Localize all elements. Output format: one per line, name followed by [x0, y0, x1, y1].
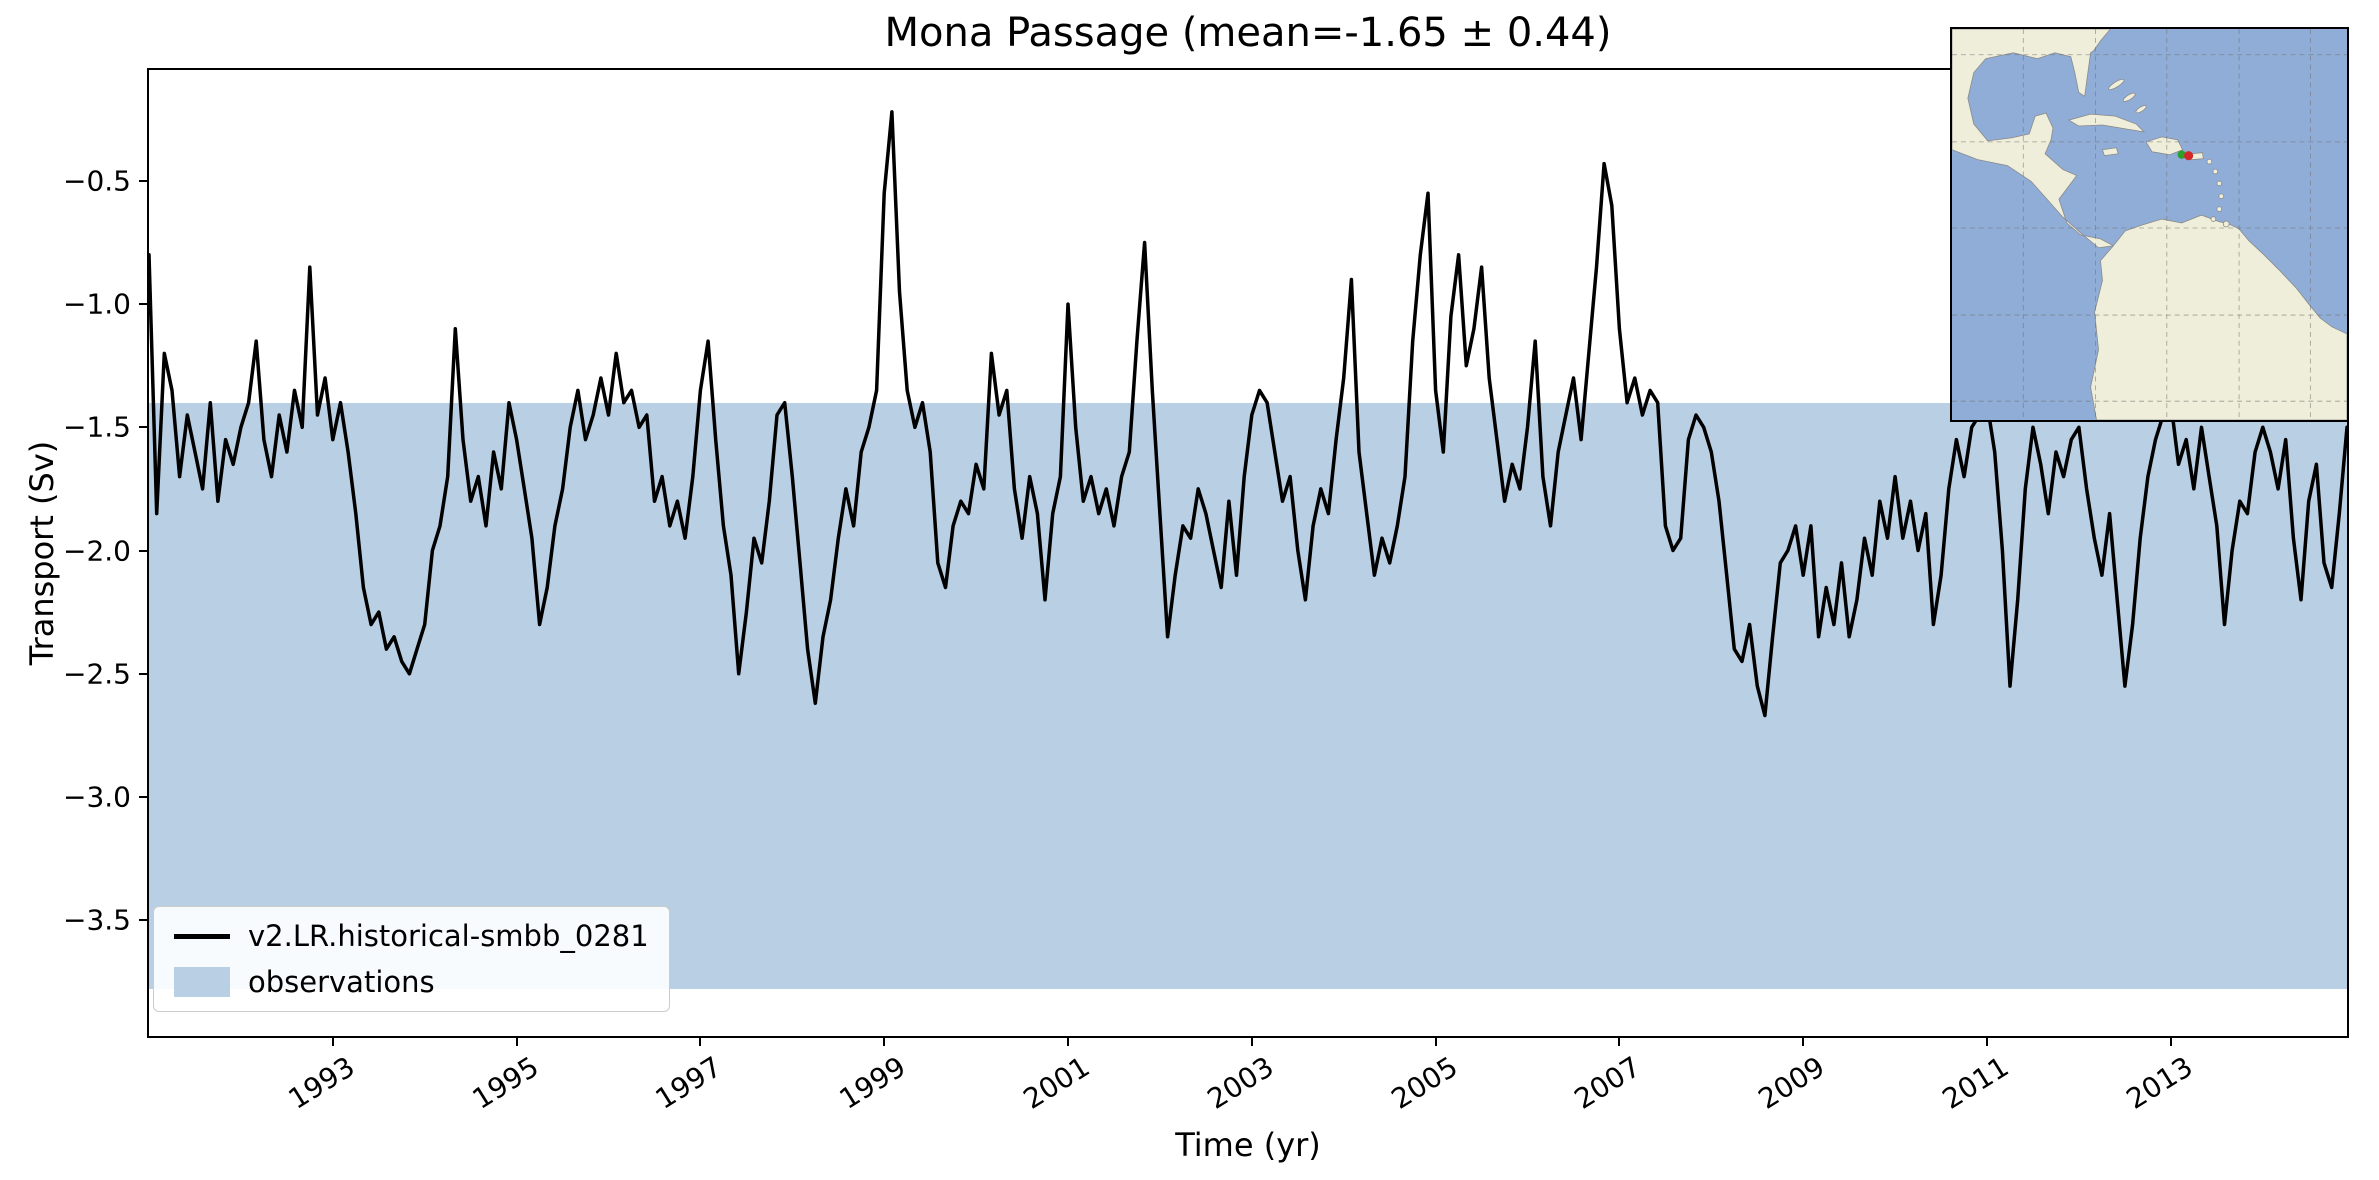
lesser-antilles-island [2216, 180, 2223, 187]
lesser-antilles-island [2216, 206, 2223, 212]
y-tick-mark [139, 796, 149, 798]
south-america-landmass [2090, 214, 2347, 420]
x-tick-label: 1995 [466, 1050, 545, 1116]
x-tick-mark [515, 1036, 518, 1046]
legend-line-swatch [174, 933, 230, 939]
x-tick-mark [1986, 1036, 1988, 1046]
x-tick-label: 2005 [1385, 1050, 1464, 1116]
hispaniola-island [2145, 136, 2184, 156]
y-tick-mark [139, 919, 149, 922]
bahamas-island [2108, 78, 2125, 91]
legend-entry-observations: observations [174, 965, 649, 999]
legend-model-label: v2.LR.historical-smbb_0281 [248, 919, 649, 953]
y-tick-label: −2.5 [63, 657, 131, 691]
y-tick-label: −3.5 [63, 903, 131, 937]
bahamas-island [2135, 105, 2147, 114]
green-location-marker [2177, 150, 2186, 159]
location-inset-map [1950, 27, 2349, 422]
x-tick-label: 2003 [1201, 1050, 1280, 1116]
x-axis-label: Time (yr) [1175, 1126, 1321, 1164]
y-tick-label: −2.0 [63, 534, 131, 567]
y-tick-label: −1.5 [63, 410, 131, 444]
map-gridlines [1952, 29, 2347, 420]
x-tick-mark [1434, 1036, 1437, 1046]
y-axis-label: Transport (Sv) [23, 440, 61, 666]
observations-band [149, 402, 2347, 990]
x-tick-mark [331, 1036, 334, 1046]
x-tick-label: 2013 [2120, 1050, 2199, 1116]
trinidad-island [2222, 220, 2230, 228]
red-location-marker [2184, 151, 2194, 161]
x-tick-mark [1250, 1036, 1253, 1046]
y-tick-mark [139, 672, 149, 675]
x-tick-label: 1993 [282, 1050, 361, 1116]
x-tick-mark [699, 1036, 702, 1046]
lesser-antilles-island [2212, 168, 2219, 175]
y-tick-label: −3.0 [63, 780, 131, 814]
y-tick-label: −0.5 [63, 164, 131, 198]
x-tick-label: 1999 [833, 1050, 912, 1116]
bahamas-island [2122, 92, 2136, 102]
x-tick-mark [1802, 1036, 1805, 1046]
lesser-antilles-island [2218, 193, 2225, 200]
legend-band-swatch [174, 967, 230, 997]
x-tick-label: 2007 [1568, 1050, 1647, 1116]
legend-entry-model: v2.LR.historical-smbb_0281 [174, 919, 649, 953]
y-tick-mark [139, 303, 149, 306]
x-tick-mark [1618, 1036, 1621, 1046]
legend: v2.LR.historical-smbb_0281 observations [153, 906, 670, 1012]
lesser-antilles-island [2210, 216, 2217, 222]
chart-title: Mona Passage (mean=-1.65 ± 0.44) [884, 10, 1612, 56]
y-tick-label: −1.0 [63, 287, 131, 321]
x-tick-mark [2169, 1036, 2172, 1046]
x-tick-label: 2001 [1017, 1050, 1096, 1116]
cuba-island [2067, 113, 2146, 133]
y-tick-mark [139, 549, 149, 552]
lesser-antilles-island [2206, 158, 2213, 165]
x-tick-label: 2011 [1936, 1050, 2015, 1116]
y-tick-mark [139, 426, 149, 429]
x-tick-label: 2009 [1752, 1050, 1831, 1116]
x-tick-mark [883, 1036, 886, 1046]
north-america-landmass [1952, 29, 2115, 249]
jamaica-island [2101, 147, 2119, 157]
x-tick-mark [1067, 1036, 1069, 1046]
legend-observations-label: observations [248, 965, 435, 999]
caribbean-map [1952, 29, 2347, 420]
y-tick-mark [139, 179, 149, 182]
x-tick-label: 1997 [649, 1050, 728, 1116]
